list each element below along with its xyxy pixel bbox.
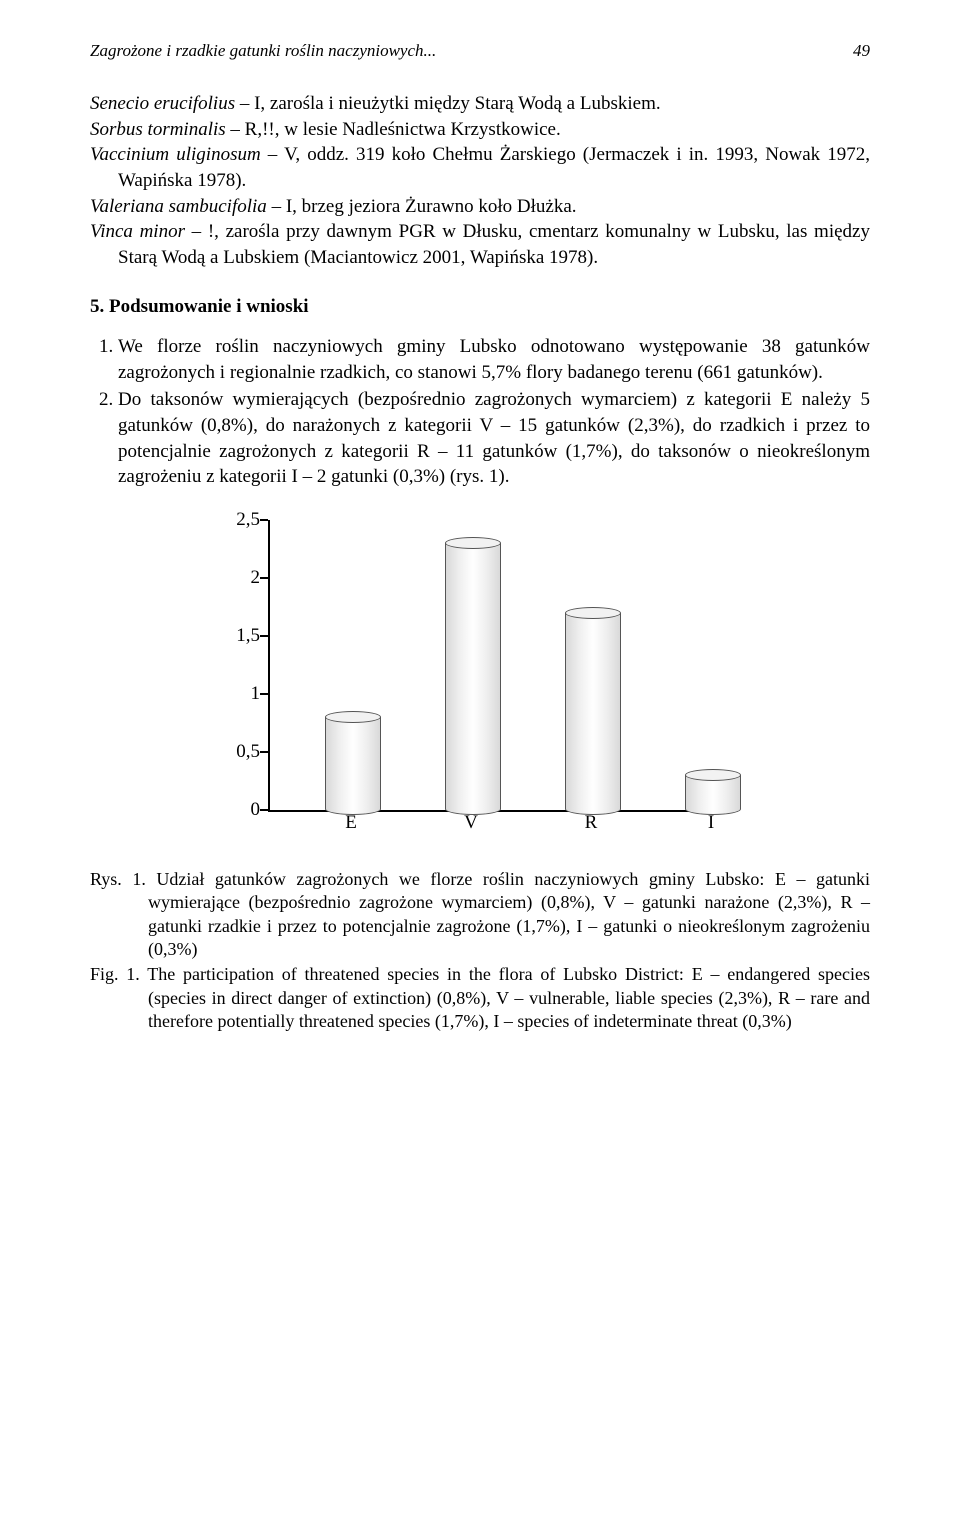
bar-chart: 0 0,5 1 1,5 2 2,5 E V R I: [210, 510, 750, 850]
caption-rys: Rys. 1. Udział gatunków zagrożonych we f…: [90, 868, 870, 962]
bar-body: [445, 543, 501, 804]
y-axis-label: 1: [220, 681, 260, 707]
findings-list: We florze roślin naczyniowych gminy Lubs…: [90, 334, 870, 490]
page: Zagrożone i rzadkie gatunki roślin naczy…: [0, 0, 960, 1086]
y-axis-label: 0: [220, 797, 260, 823]
caption-fig: Fig. 1. The participation of threatened …: [90, 963, 870, 1033]
bar-R: [565, 607, 621, 810]
y-axis-label: 0,5: [220, 739, 260, 765]
bar-E: [325, 711, 381, 810]
species-name: Vinca minor: [90, 221, 185, 242]
y-axis-label: 2: [220, 565, 260, 591]
running-title: Zagrożone i rzadkie gatunki roślin naczy…: [90, 40, 436, 63]
caption-label: Fig. 1.: [90, 964, 140, 984]
species-desc: – I, brzeg jeziora Żurawno koło Dłużka.: [267, 196, 577, 217]
species-desc: – !, zarośla przy dawnym PGR w Dłusku, c…: [118, 221, 870, 268]
species-desc: – I, zarośla i nieużytki między Starą Wo…: [235, 93, 661, 114]
chart-container: 0 0,5 1 1,5 2 2,5 E V R I: [210, 510, 750, 850]
y-tick: [260, 519, 268, 521]
caption-label: Rys. 1.: [90, 869, 146, 889]
species-line: Vaccinium uliginosum – V, oddz. 319 koło…: [90, 142, 870, 193]
x-axis-label: V: [443, 810, 499, 836]
bar-body: [325, 717, 381, 804]
y-axis-label: 2,5: [220, 507, 260, 533]
section-heading: 5. Podsumowanie i wnioski: [90, 294, 870, 320]
page-number: 49: [853, 40, 870, 63]
species-name: Vaccinium uliginosum: [90, 144, 261, 165]
y-tick: [260, 809, 268, 811]
finding-item: We florze roślin naczyniowych gminy Lubs…: [118, 334, 870, 385]
figure-caption: Rys. 1. Udział gatunków zagrożonych we f…: [90, 868, 870, 1034]
bar-top: [565, 607, 621, 619]
species-name: Senecio erucifolius: [90, 93, 235, 114]
species-name: Sorbus torminalis: [90, 119, 226, 140]
running-head: Zagrożone i rzadkie gatunki roślin naczy…: [90, 40, 870, 63]
y-tick: [260, 577, 268, 579]
y-tick: [260, 635, 268, 637]
species-line: Sorbus torminalis – R,!!, w lesie Nadleś…: [90, 117, 870, 143]
bar-body: [565, 613, 621, 804]
caption-text: Udział gatunków zagrożonych we florze ro…: [146, 869, 870, 959]
species-name: Valeriana sambucifolia: [90, 196, 267, 217]
y-tick: [260, 751, 268, 753]
species-line: Vinca minor – !, zarośla przy dawnym PGR…: [90, 219, 870, 270]
species-desc: – R,!!, w lesie Nadleśnictwa Krzystkowic…: [226, 119, 561, 140]
bar-I: [685, 769, 741, 810]
x-axis-label: R: [563, 810, 619, 836]
y-tick: [260, 693, 268, 695]
species-line: Valeriana sambucifolia – I, brzeg jezior…: [90, 194, 870, 220]
x-axis-label: E: [323, 810, 379, 836]
plot-area: [268, 520, 730, 812]
finding-item: Do taksonów wymierających (bezpośrednio …: [118, 387, 870, 490]
y-axis-label: 1,5: [220, 623, 260, 649]
caption-text: The participation of threatened species …: [140, 964, 870, 1031]
species-line: Senecio erucifolius – I, zarośla i nieuż…: [90, 91, 870, 117]
x-axis-label: I: [683, 810, 739, 836]
bar-V: [445, 537, 501, 810]
species-list: Senecio erucifolius – I, zarośla i nieuż…: [90, 91, 870, 270]
